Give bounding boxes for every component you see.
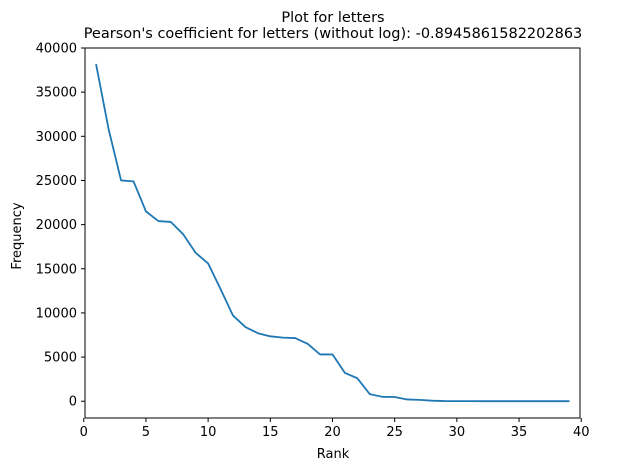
x-axis-ticks: 0 5 10 15 20 25 30 35 40 xyxy=(80,418,590,440)
x-tick-label: 0 xyxy=(80,425,88,440)
y-axis-ticks: 0 5000 10000 15000 20000 25000 30000 35000 40000 xyxy=(36,42,85,410)
y-tick-label: 30000 xyxy=(36,130,77,145)
series-line-0 xyxy=(95,63,570,403)
y-tick-label: 20000 xyxy=(36,218,77,233)
x-tick-label: 25 xyxy=(386,425,403,440)
axes-border xyxy=(84,47,581,419)
x-axis-label: Rank xyxy=(317,447,350,462)
x-tick-label: 10 xyxy=(200,425,217,440)
y-tick-label: 40000 xyxy=(36,42,77,57)
y-tick-label: 5000 xyxy=(44,351,77,366)
chart-title: Plot for letters xyxy=(281,10,384,26)
x-tick-label: 15 xyxy=(262,425,279,440)
x-tick-label: 20 xyxy=(324,425,341,440)
y-tick-label: 25000 xyxy=(36,174,77,189)
y-tick-label: 35000 xyxy=(36,86,77,101)
x-tick-label: 30 xyxy=(449,425,466,440)
x-tick-label: 40 xyxy=(573,425,590,440)
x-tick-label: 35 xyxy=(511,425,528,440)
x-tick-label: 5 xyxy=(142,425,150,440)
y-tick-label: 0 xyxy=(69,395,77,410)
y-tick-label: 15000 xyxy=(36,262,77,277)
chart-subtitle: Pearson's coefficient for letters (witho… xyxy=(84,26,583,42)
y-axis-label: Frequency xyxy=(10,202,25,269)
series-layer xyxy=(95,63,570,403)
y-tick-label: 10000 xyxy=(36,306,77,321)
axes-frame xyxy=(84,47,581,419)
plot-area: 0 5 10 15 20 25 30 35 40 0 5000 10000 15000 20000 250… xyxy=(36,42,590,441)
